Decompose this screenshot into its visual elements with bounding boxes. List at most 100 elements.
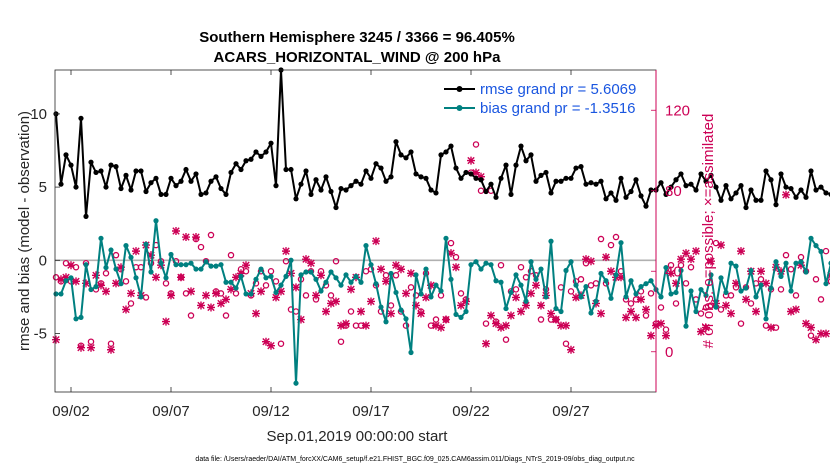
rmse-point (233, 161, 239, 167)
bias-point (558, 308, 564, 315)
obs-assimilated-point (87, 343, 95, 352)
bias-point (728, 260, 734, 266)
obs-possible-point (512, 286, 520, 293)
rmse-point (503, 162, 509, 168)
plot-area (55, 70, 656, 392)
obs-assimilated-point (567, 345, 575, 354)
obs-possible-point (327, 292, 335, 299)
rmse-point (608, 190, 614, 196)
obs-assimilated-point (607, 267, 615, 276)
obs-possible-point (607, 241, 615, 249)
rmse-point (488, 181, 494, 187)
bias-point (538, 266, 544, 272)
bias-point (683, 323, 689, 329)
rmse-point (798, 187, 804, 193)
obs-assimilated-point (487, 311, 495, 320)
bias-point (703, 292, 709, 298)
bias-point (108, 247, 114, 253)
rmse-point (193, 171, 199, 177)
obs-assimilated-point (262, 337, 270, 346)
obs-assimilated-point (412, 301, 420, 310)
obs-assimilated-point (197, 301, 205, 310)
rmse-point (253, 149, 259, 155)
obs-possible-point (597, 235, 605, 243)
obs-assimilated-point (267, 341, 275, 350)
obs-assimilated-point (147, 251, 155, 260)
obs-assimilated-point (497, 323, 505, 332)
rmse-point (158, 191, 164, 198)
bias-point (418, 291, 424, 297)
obs-assimilated-point (82, 279, 90, 288)
bias-point (223, 279, 229, 285)
rmse-point (458, 175, 464, 181)
obs-assimilated-point (282, 247, 290, 256)
rmse-point (538, 172, 544, 178)
x-axis-ticks: 09/02 09/07 09/12 09/17 09/22 09/27 (52, 70, 590, 420)
rmse-point (708, 172, 714, 178)
rmse-point (108, 162, 114, 168)
bias-point (643, 281, 649, 287)
bias-point (318, 288, 324, 294)
obs-possible-point (122, 278, 130, 285)
rmse-point (78, 115, 84, 121)
obs-assimilated-point (367, 297, 375, 306)
rmse-point (513, 162, 519, 168)
obs-assimilated-point (297, 315, 305, 324)
rmse-point (663, 191, 669, 198)
bias-point (93, 284, 99, 290)
rmse-point (198, 191, 204, 198)
bias-point (308, 269, 314, 275)
bias-point (178, 262, 184, 268)
obs-possible-point (807, 332, 815, 339)
obs-assimilated-point (317, 271, 325, 280)
obs-assimilated-point (622, 313, 630, 322)
rmse-point (313, 177, 319, 183)
bias-point (718, 275, 724, 281)
bias-point (818, 248, 824, 255)
rmse-point (688, 181, 694, 187)
obs-assimilated-point (697, 327, 705, 336)
rmse-point (633, 177, 639, 183)
rmse-point (668, 184, 674, 190)
bias-point (773, 259, 779, 265)
bias-point (478, 266, 484, 272)
x-tick-label: 09/12 (252, 403, 290, 420)
obs-possible-point (517, 263, 525, 271)
rmse-point (123, 172, 129, 178)
bias-point (258, 266, 264, 272)
rmse-point (98, 168, 104, 174)
bias-point (798, 259, 804, 265)
rmse-point (508, 191, 514, 198)
obs-assimilated-point (447, 249, 455, 258)
obs-possible-point (577, 276, 585, 283)
rmse-point (568, 175, 574, 181)
obs-assimilated-point (407, 269, 415, 278)
rmse-point (58, 181, 64, 187)
obs-possible-point (737, 320, 745, 327)
obs-assimilated-point (662, 331, 670, 340)
rmse-point (298, 181, 304, 187)
obs-assimilated-point (812, 335, 820, 344)
bias-point (313, 276, 319, 282)
obs-possible-point (232, 290, 240, 297)
bias-point (348, 279, 354, 285)
bias-point (543, 294, 549, 300)
obs-assimilated-point (112, 279, 120, 288)
obs-possible-point (332, 257, 340, 265)
obs-assimilated-point (552, 315, 560, 324)
rmse-point (673, 177, 679, 183)
obs-possible-point (447, 239, 455, 247)
obs-possible-point (817, 296, 825, 303)
obs-assimilated-point (782, 190, 790, 199)
bias-point (188, 260, 194, 266)
bias-point (668, 291, 674, 297)
obs-assimilated-point (767, 323, 775, 332)
bias-point (708, 272, 714, 278)
x-tick-label: 09/02 (52, 403, 90, 420)
rmse-point (368, 175, 374, 181)
obs-assimilated-point (457, 301, 465, 310)
obs-assimilated-point (422, 293, 430, 302)
obs-assimilated-point (232, 273, 240, 282)
bias-point (358, 279, 364, 285)
rmse-point (88, 159, 94, 165)
